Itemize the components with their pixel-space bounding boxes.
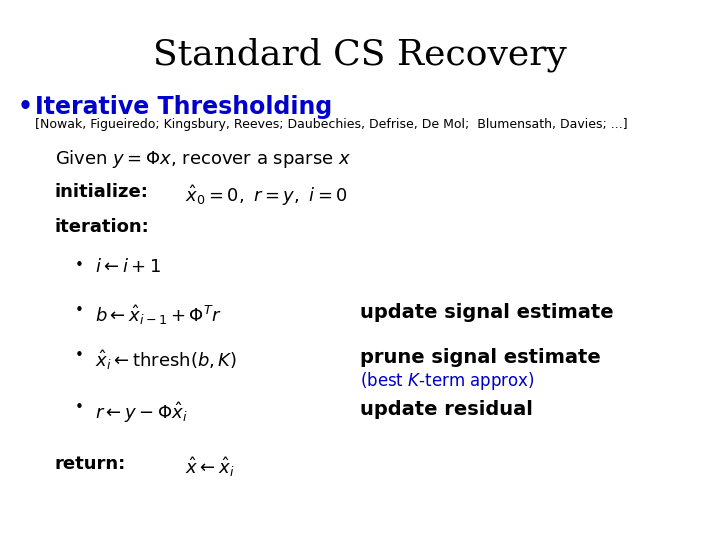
Text: initialize:: initialize: <box>55 183 149 201</box>
Text: •: • <box>75 303 84 318</box>
Text: Standard CS Recovery: Standard CS Recovery <box>153 38 567 72</box>
Text: $i \leftarrow i + 1$: $i \leftarrow i + 1$ <box>95 258 161 276</box>
Text: $\hat{x} \leftarrow \hat{x}_i$: $\hat{x} \leftarrow \hat{x}_i$ <box>185 455 235 479</box>
Text: $b \leftarrow \hat{x}_{i-1} + \Phi^T r$: $b \leftarrow \hat{x}_{i-1} + \Phi^T r$ <box>95 303 222 327</box>
Text: $\hat{x}_i \leftarrow \mathrm{thresh}(b, K)$: $\hat{x}_i \leftarrow \mathrm{thresh}(b,… <box>95 348 237 372</box>
Text: •: • <box>75 348 84 363</box>
Text: Given $y = \Phi x$, recover a sparse $x$: Given $y = \Phi x$, recover a sparse $x$ <box>55 148 351 170</box>
Text: $\hat{x}_0 = 0,\ r = y,\ i = 0$: $\hat{x}_0 = 0,\ r = y,\ i = 0$ <box>185 183 348 208</box>
Text: [Nowak, Figueiredo; Kingsbury, Reeves; Daubechies, Defrise, De Mol;  Blumensath,: [Nowak, Figueiredo; Kingsbury, Reeves; D… <box>35 118 628 131</box>
Text: Iterative Thresholding: Iterative Thresholding <box>35 95 332 119</box>
Text: •: • <box>75 400 84 415</box>
Text: return:: return: <box>55 455 126 473</box>
Text: (best $K$-term approx): (best $K$-term approx) <box>360 370 535 392</box>
Text: •: • <box>75 258 84 273</box>
Text: prune signal estimate: prune signal estimate <box>360 348 600 367</box>
Text: iteration:: iteration: <box>55 218 150 236</box>
Text: update residual: update residual <box>360 400 533 419</box>
Text: $r \leftarrow y - \Phi\hat{x}_i$: $r \leftarrow y - \Phi\hat{x}_i$ <box>95 400 188 425</box>
Text: update signal estimate: update signal estimate <box>360 303 613 322</box>
Text: •: • <box>18 95 33 119</box>
